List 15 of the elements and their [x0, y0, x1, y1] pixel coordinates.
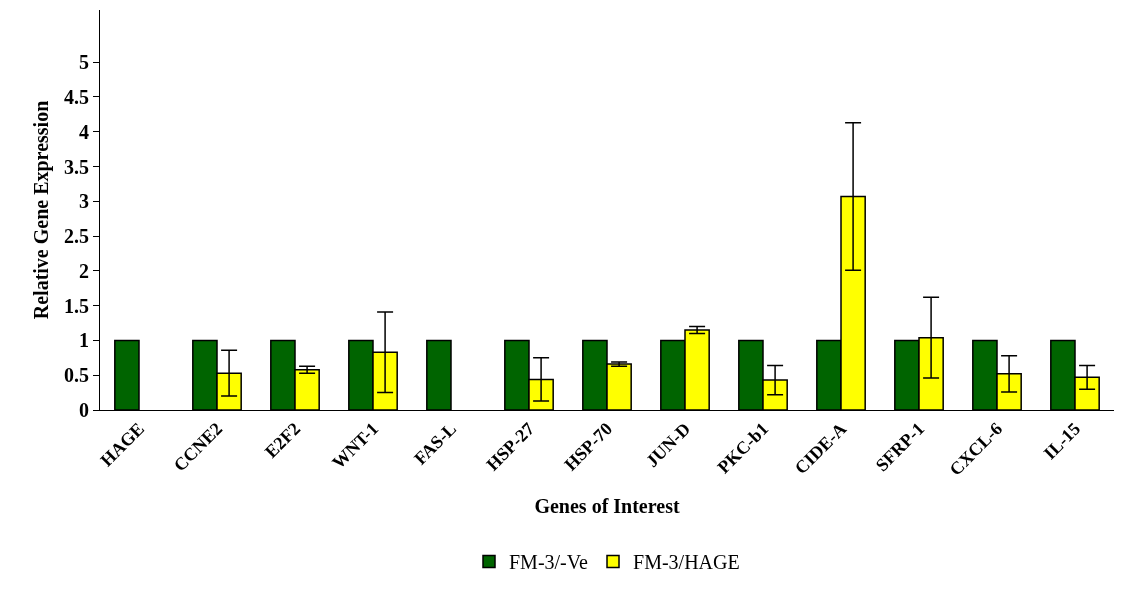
y-tick-label: 1 [79, 329, 89, 352]
y-tick-label: 4 [79, 120, 89, 143]
y-axis-title: Relative Gene Expression [29, 100, 53, 320]
y-tick-label: 4.5 [64, 85, 89, 108]
y-tick-label: 3 [79, 190, 89, 213]
y-tick-label: 0.5 [64, 364, 89, 387]
legend-label: FM-3/HAGE [633, 551, 740, 574]
x-axis-title: Genes of Interest [534, 494, 680, 517]
y-tick-label: 3.5 [64, 155, 89, 178]
legend-label: FM-3/-Ve [509, 551, 589, 574]
y-tick-label: 0 [79, 399, 89, 421]
y-tick-label: 5 [79, 51, 89, 74]
y-tick-label: 1.5 [64, 294, 89, 317]
y-tick-label: 2.5 [64, 225, 89, 248]
y-tick-label: 2 [79, 259, 89, 282]
